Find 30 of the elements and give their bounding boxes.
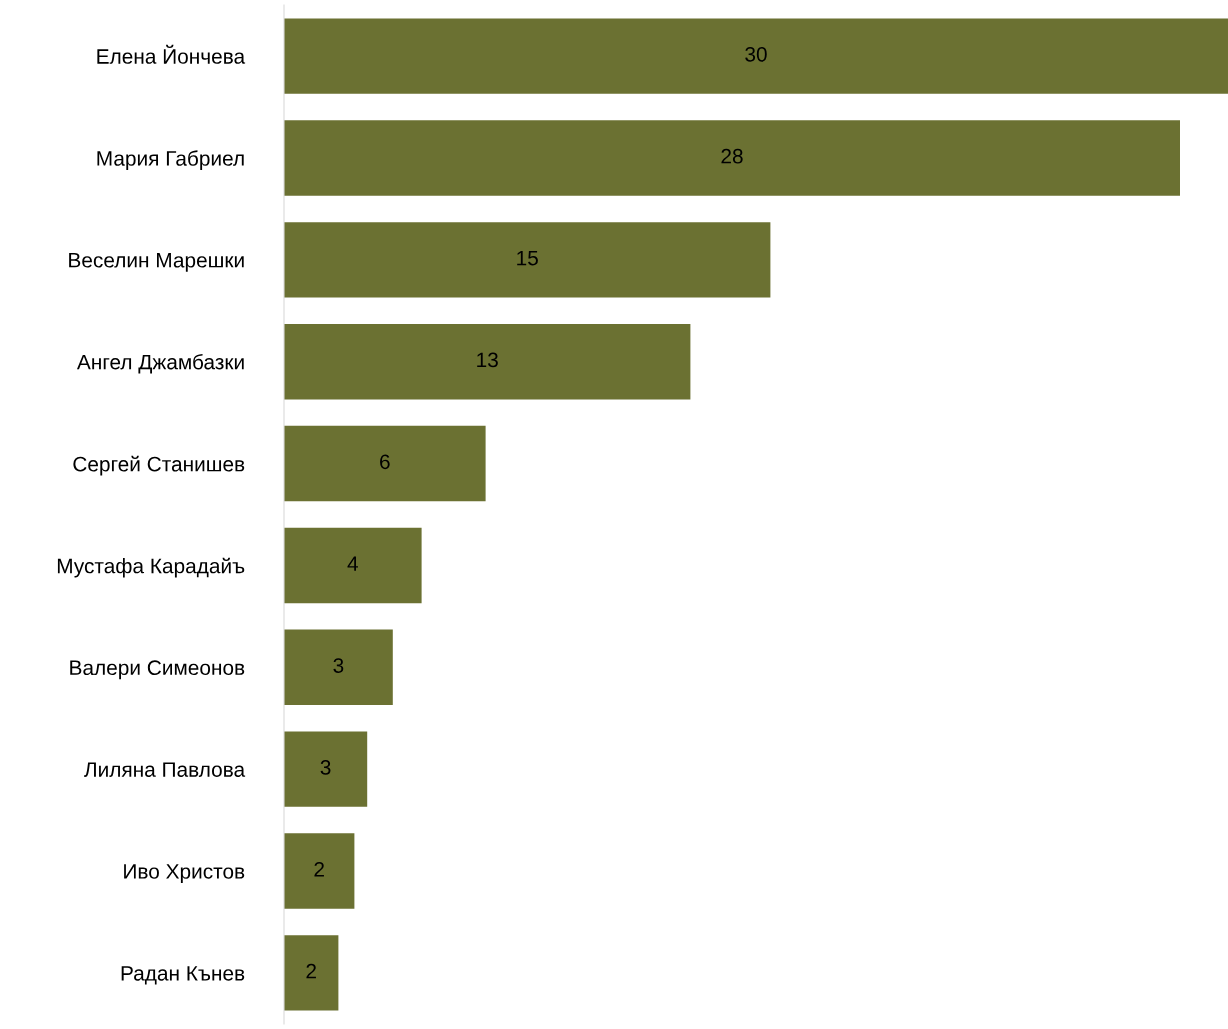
bar [284, 731, 368, 807]
y-tick-label: Сергей Станишев [73, 455, 245, 476]
bar [284, 425, 486, 502]
data-label: 3 [333, 658, 344, 673]
y-tick-label: Ангел Джамбазки [76, 353, 244, 374]
data-label: 4 [347, 556, 358, 571]
bar [284, 120, 1180, 196]
bar [284, 222, 771, 298]
data-label: 28 [721, 148, 743, 164]
y-tick-label: Валери Симеонов [70, 660, 245, 680]
y-tick-label: Елена Йончева [97, 44, 246, 64]
y-tick-label: Лиляна Павлова [84, 762, 246, 777]
bar [284, 18, 1228, 94]
data-label: 13 [477, 352, 498, 368]
y-tick-label: Веселин Марешки [69, 253, 244, 272]
data-label: 15 [517, 250, 538, 266]
bar [284, 527, 422, 604]
bar [284, 629, 393, 705]
bar [284, 324, 691, 400]
data-label: 6 [380, 454, 390, 470]
data-label: 2 [306, 963, 316, 979]
y-tick-label: Мустафа Карадайъ [57, 557, 245, 578]
bar [284, 935, 339, 1011]
data-label: 30 [745, 46, 767, 62]
bar [284, 833, 355, 909]
y-tick-label: Мария Габриел [97, 150, 244, 170]
data-label: 2 [314, 861, 324, 877]
y-tick-label: Радан Кънев [121, 966, 245, 985]
y-tick-label: Иво Христов [124, 864, 245, 883]
data-label: 3 [320, 760, 331, 775]
